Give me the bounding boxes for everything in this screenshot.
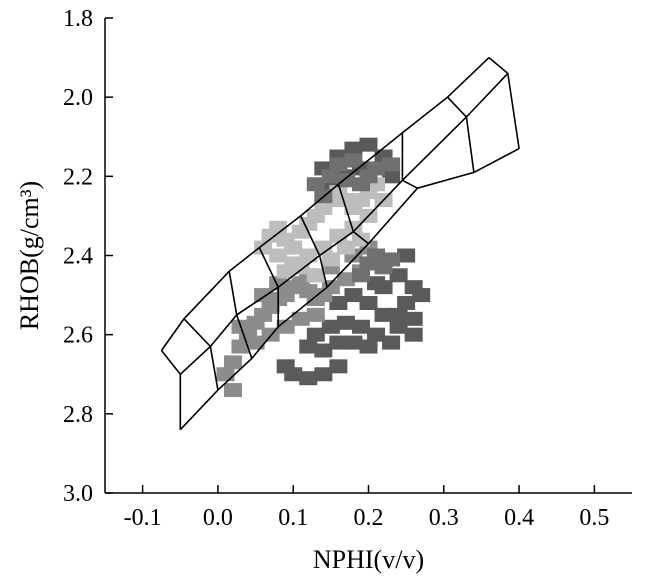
data-point [336,315,355,330]
data-point [344,335,363,350]
overlay-line [337,184,369,245]
y-tick-label: 3.0 [63,481,93,507]
data-point [269,248,288,263]
data-point [276,359,295,374]
data-point [299,248,318,263]
data-point [336,272,355,287]
x-tick-label: 0.2 [354,505,384,531]
overlay-line [446,96,475,173]
data-point [382,169,401,184]
overlay-line [488,56,520,149]
data-point [254,288,273,303]
data-point [382,252,401,267]
data-point [329,296,348,310]
data-point [306,268,325,283]
data-point [329,335,348,350]
y-tick-label: 2.2 [63,164,93,190]
data-point [269,276,288,291]
y-tick-label: 2.8 [63,402,93,428]
x-axis-title: NPHI(v/v) [313,545,424,574]
data-point [314,240,333,255]
y-axis-title: RHOB(g/cm³) [15,181,44,330]
x-tick-label: 0.3 [429,505,459,531]
data-point [367,327,386,342]
data-point [351,268,370,283]
data-point [344,141,363,156]
data-point [397,248,416,263]
x-tick-label: 0.5 [579,505,609,531]
data-point [367,248,386,263]
data-point [382,157,401,172]
overlay-line [160,350,182,430]
y-tick-label: 1.8 [63,6,93,32]
data-point [329,359,348,374]
scatter-points [216,137,431,398]
axes [104,17,632,494]
data-point [291,260,310,275]
data-point [284,240,303,255]
data-point [397,296,416,310]
data-point [321,169,340,184]
data-point [223,355,242,370]
tick-labels: 1.8 2.0 2.2 2.4 2.6 2.8 3.0 -0.1 0.0 0.1 0.2 0.3 0.4… [63,6,609,531]
data-point [299,339,318,354]
data-point [223,383,242,398]
data-point [306,177,325,192]
overlay-line [258,247,280,327]
data-point [321,319,340,334]
data-point [276,264,295,279]
y-tick-label: 2.4 [63,244,93,270]
data-point [254,240,273,255]
data-point [314,367,333,382]
x-tick-label: -0.1 [124,505,162,531]
data-point [359,169,378,184]
data-point [314,343,333,358]
x-tick-label: 0.4 [504,505,534,531]
data-point [306,307,325,322]
y-tick-label: 2.6 [63,323,93,349]
data-point [306,327,325,342]
data-point [359,296,378,310]
data-point [321,252,340,267]
overlay-line [183,318,219,391]
data-point [344,220,363,235]
data-point [336,240,355,255]
data-point [374,307,393,322]
data-point [412,288,431,303]
data-point [291,311,310,326]
data-point [299,371,318,386]
data-point [276,319,295,334]
data-point [389,319,408,334]
overlay-line [299,215,328,288]
data-point [382,335,401,350]
data-point [329,157,348,172]
data-point [359,137,378,152]
data-point [351,319,370,334]
data-point [351,232,370,247]
data-point [404,327,423,342]
overlay-line [401,132,418,189]
data-point [336,173,355,188]
data-point [246,335,265,350]
data-point [344,153,363,168]
data-point [269,220,288,235]
data-point [359,339,378,354]
grid-overlay [160,56,520,431]
y-tick-label: 2.0 [63,85,93,111]
data-point [344,288,363,303]
x-tick-label: 0.1 [278,505,308,531]
data-point [367,276,386,291]
data-point [389,307,408,322]
x-tick-label: 0.0 [203,505,233,531]
data-point [389,268,408,283]
overlay-line [228,271,253,359]
data-point [231,339,250,354]
data-point [404,311,423,326]
